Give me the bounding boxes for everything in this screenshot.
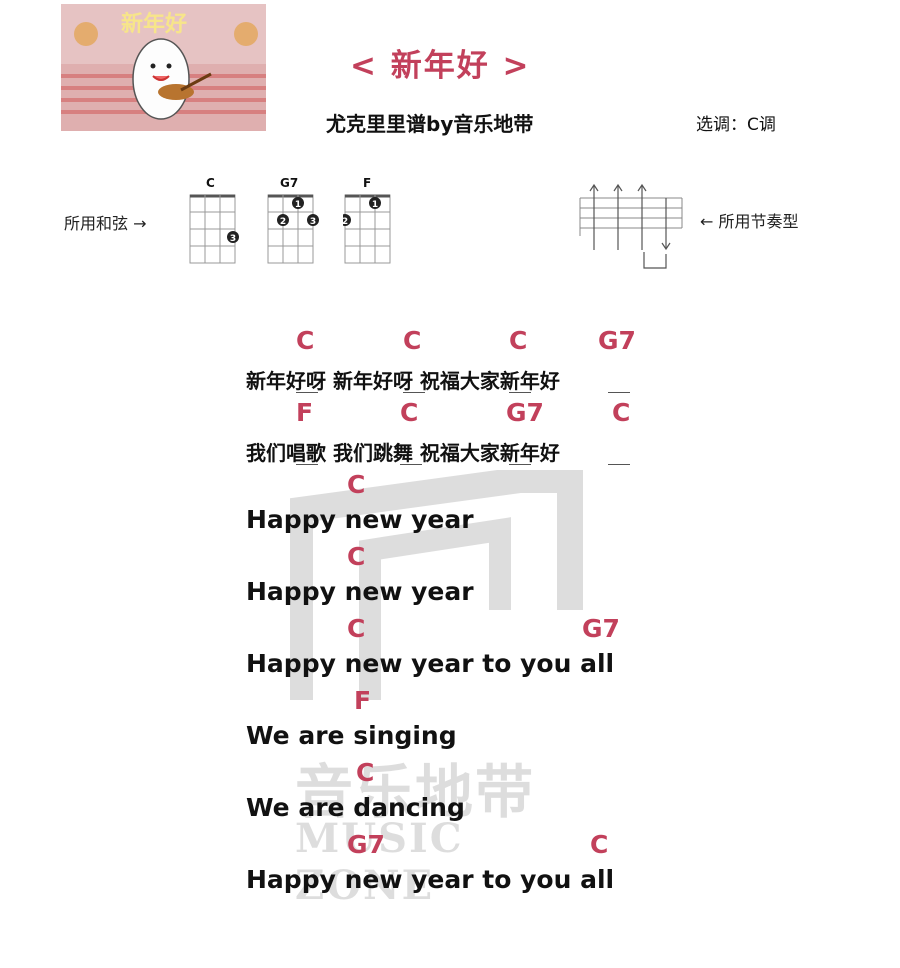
lyric-line: We are dancing [246,793,465,822]
chord-mark: G7 [598,326,636,355]
beat-underline [296,392,318,393]
beat-underline [509,392,531,393]
chord-mark: C [296,326,315,355]
cover-illustration [61,4,266,131]
page-subtitle: 尤克里里谱by音乐地带 [326,112,534,136]
watermark: 音乐地带 MUSIC ZONE [287,467,590,909]
lyric-line: Happy new year [246,577,474,606]
rhythm-label: ← 所用节奏型 [700,212,799,231]
chord-mark: C [509,326,528,355]
chord-mark: G7 [347,830,385,859]
chord-mark: C [400,398,419,427]
chord-mark: C [590,830,609,859]
beat-underline [403,392,425,393]
beat-underline [400,464,422,465]
chord-mark: F [296,398,314,427]
chord-mark: C [356,758,375,787]
page-title: < 新年好 > [350,48,531,84]
svg-text:1: 1 [372,200,378,210]
svg-text:1: 1 [295,200,301,210]
chord-mark: C [347,614,366,643]
key-label: 选调：C调 [696,115,776,135]
svg-text:2: 2 [343,217,348,227]
chord-mark: F [354,686,372,715]
chord-mark: C [347,470,366,499]
beat-underline [608,392,630,393]
lyric-line: Happy new year to you all [246,649,615,678]
watermark-logo [287,467,583,700]
lyric-line: Happy new year [246,505,474,534]
chord-mark: C [612,398,631,427]
cover-title: 新年好 [121,12,188,37]
chord-diagram-name: G7 [280,176,299,190]
lyric-line: 我们唱歌 我们跳舞 祝福大家新年好 [246,441,560,465]
rhythm-pattern-diagram [579,183,683,269]
lyric-line: 新年好呀 新年好呀 祝福大家新年好 [246,369,560,393]
chord-mark: G7 [582,614,620,643]
chords-label: 所用和弦 → [64,214,147,233]
svg-text:2: 2 [280,217,286,227]
watermark-cn: 音乐地带 [295,758,536,826]
chord-mark: G7 [506,398,544,427]
watermark-en: MUSIC ZONE [295,815,464,909]
lyric-line: We are singing [246,721,457,750]
beat-underline [608,464,630,465]
chord-mark: C [403,326,422,355]
chord-diagram-name: F [363,176,372,190]
beat-underline [509,464,531,465]
beat-underline [296,464,318,465]
lyric-line: Happy new year to you all [246,865,615,894]
cover-thumbnail: 新年好 [61,4,266,131]
chord-diagram-name: C [206,176,215,190]
chord-mark: C [347,542,366,571]
svg-text:3: 3 [230,234,236,244]
svg-text:3: 3 [310,217,316,227]
